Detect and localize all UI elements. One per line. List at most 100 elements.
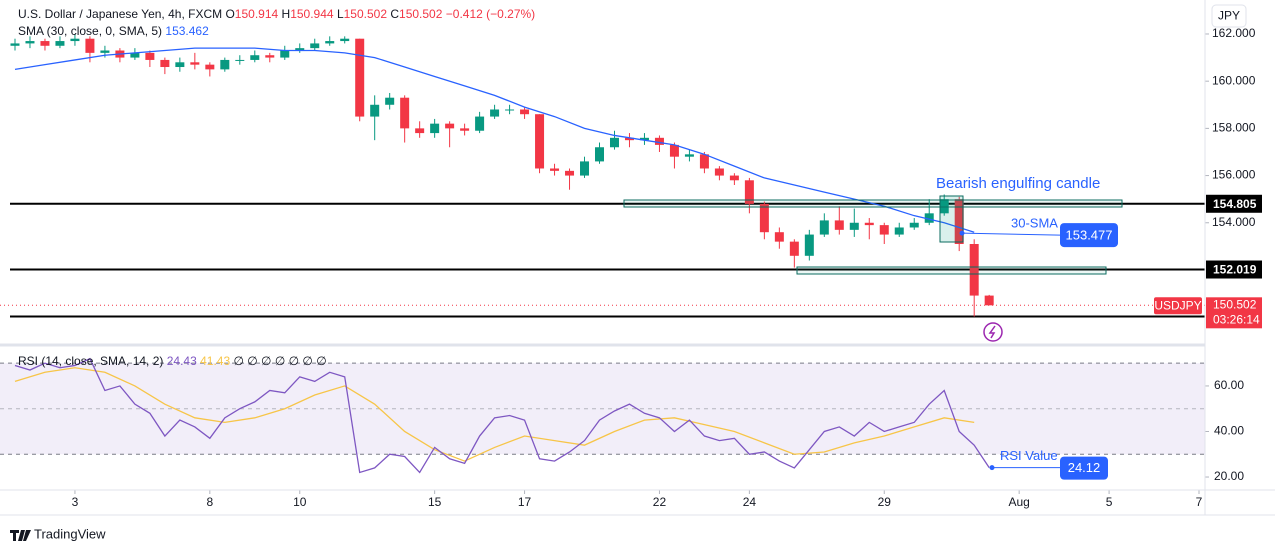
sma-line (14, 47, 975, 233)
candle-body (819, 220, 829, 235)
candle-body (85, 38, 95, 53)
candle-body (759, 203, 769, 233)
annotation-box (1060, 456, 1108, 480)
y-tick-label: 158.000 (1212, 121, 1256, 135)
main-layer (10, 33, 994, 474)
ohlc-key: L (337, 7, 344, 21)
title: U.S. Dollar / Japanese Yen, 4h, FXCM (18, 7, 222, 21)
candle-body (879, 225, 889, 235)
candle-body (265, 55, 275, 58)
y-tick-label: 154.000 (1212, 215, 1256, 229)
candle-body (250, 55, 260, 60)
y-tick-label: 160.000 (1212, 73, 1256, 87)
sma-label: SMA (30, close, 0, SMA, 5) (18, 24, 162, 38)
currency-button[interactable] (1211, 4, 1247, 28)
candle-body (804, 234, 814, 256)
candle-body (475, 116, 485, 131)
level-label: 154.805 (1213, 197, 1257, 211)
level-label-box (1206, 260, 1262, 279)
candle-body (10, 43, 20, 46)
currency[interactable]: JPY (1218, 9, 1240, 23)
candle-body (295, 48, 305, 51)
candle-body (984, 295, 994, 306)
annotation-value: 153.477 (1066, 228, 1113, 243)
candle-body (370, 104, 380, 117)
candle-body (490, 109, 500, 117)
candle-body (100, 50, 110, 53)
brand-logo (10, 530, 31, 541)
resistance-zone (623, 199, 1123, 208)
candle-body (789, 241, 799, 256)
annotation-dot (989, 465, 995, 471)
x-tick-label: 17 (518, 495, 532, 509)
candle-body (550, 168, 560, 171)
rsi-ma-line (14, 367, 975, 462)
candle-body (954, 199, 964, 245)
x-tick-label: 24 (743, 495, 757, 509)
y-tick-label: 162.000 (1212, 26, 1256, 40)
candle-body (924, 213, 934, 223)
candle-body (609, 137, 619, 148)
candle-body (729, 175, 739, 181)
x-tick-label: 7 (1196, 495, 1203, 509)
rsi-last: 24.43 (167, 354, 197, 368)
annotation-connector (961, 232, 1061, 236)
candle-body (849, 222, 859, 230)
candle-body (130, 52, 140, 58)
top-layer: 154.000 156.000 158.000 160.000 162.000 20.00… (18, 7, 1262, 509)
ohlc-key: C (390, 7, 399, 21)
x-tick-label: 15 (428, 495, 442, 509)
x-tick-label: 5 (1106, 495, 1113, 509)
candle-body (744, 180, 754, 204)
rsi-label: RSI (14, close, SMA, 14, 2) (18, 354, 163, 368)
engulfing-box (939, 195, 964, 243)
rsi-ma-last: 41.43 (200, 354, 230, 368)
level-label: 152.019 (1213, 263, 1257, 277)
candle-body (684, 154, 694, 157)
candle-body (669, 144, 679, 157)
ohlc-value: 150.914 (235, 7, 279, 21)
change: −0.412 (−0.27%) (446, 7, 535, 21)
annotation: Bearish engulfing candle (936, 175, 1100, 192)
x-tick-label: Aug (1008, 495, 1029, 509)
candle-body (939, 199, 949, 214)
annotation: RSI Value (1000, 448, 1058, 463)
candle-body (400, 97, 410, 129)
countdown: 03:26:14 (1213, 312, 1260, 326)
candle-body (909, 222, 919, 228)
candle-body (340, 38, 350, 42)
candle-body (565, 170, 575, 176)
legend-header: U.S. Dollar / Japanese Yen, 4h, FXCM O15… (18, 7, 535, 21)
rsi-y-tick-label: 40.00 (1214, 424, 1244, 438)
ohlc-key: H (282, 7, 291, 21)
candle-body (460, 128, 470, 131)
candle-body (894, 227, 904, 235)
candle-body (355, 38, 365, 117)
candle-body (220, 59, 230, 70)
rsi-line (14, 357, 990, 474)
level-label-box (1206, 194, 1262, 213)
candle-body (595, 147, 605, 162)
candle-body (864, 222, 874, 226)
candle-body (190, 62, 200, 65)
candle-body (145, 52, 155, 60)
brand: TradingView (34, 526, 106, 541)
back-layer (0, 202, 1205, 455)
last-price: 150.502 (1213, 297, 1257, 311)
ohlc-key: O (225, 7, 234, 21)
candle-body (325, 41, 335, 44)
annotation-box (1060, 223, 1118, 248)
rsi-y-tick-label: 60.00 (1214, 378, 1244, 392)
candle-body (160, 59, 170, 68)
ohlc-value: 150.502 (399, 7, 443, 21)
ohlc-value: 150.502 (344, 7, 388, 21)
rsi-legend: RSI (14, close, SMA, 14, 2) 24.43 41.43 … (18, 354, 327, 368)
event-icon[interactable] (983, 322, 1003, 342)
symbol: USDJPY (1154, 298, 1201, 312)
candle-body (445, 123, 455, 129)
candle-body (639, 137, 649, 141)
candle-body (235, 59, 245, 61)
last-price-box (1206, 297, 1262, 329)
candle-body (714, 168, 724, 176)
event-bolt (988, 325, 996, 339)
